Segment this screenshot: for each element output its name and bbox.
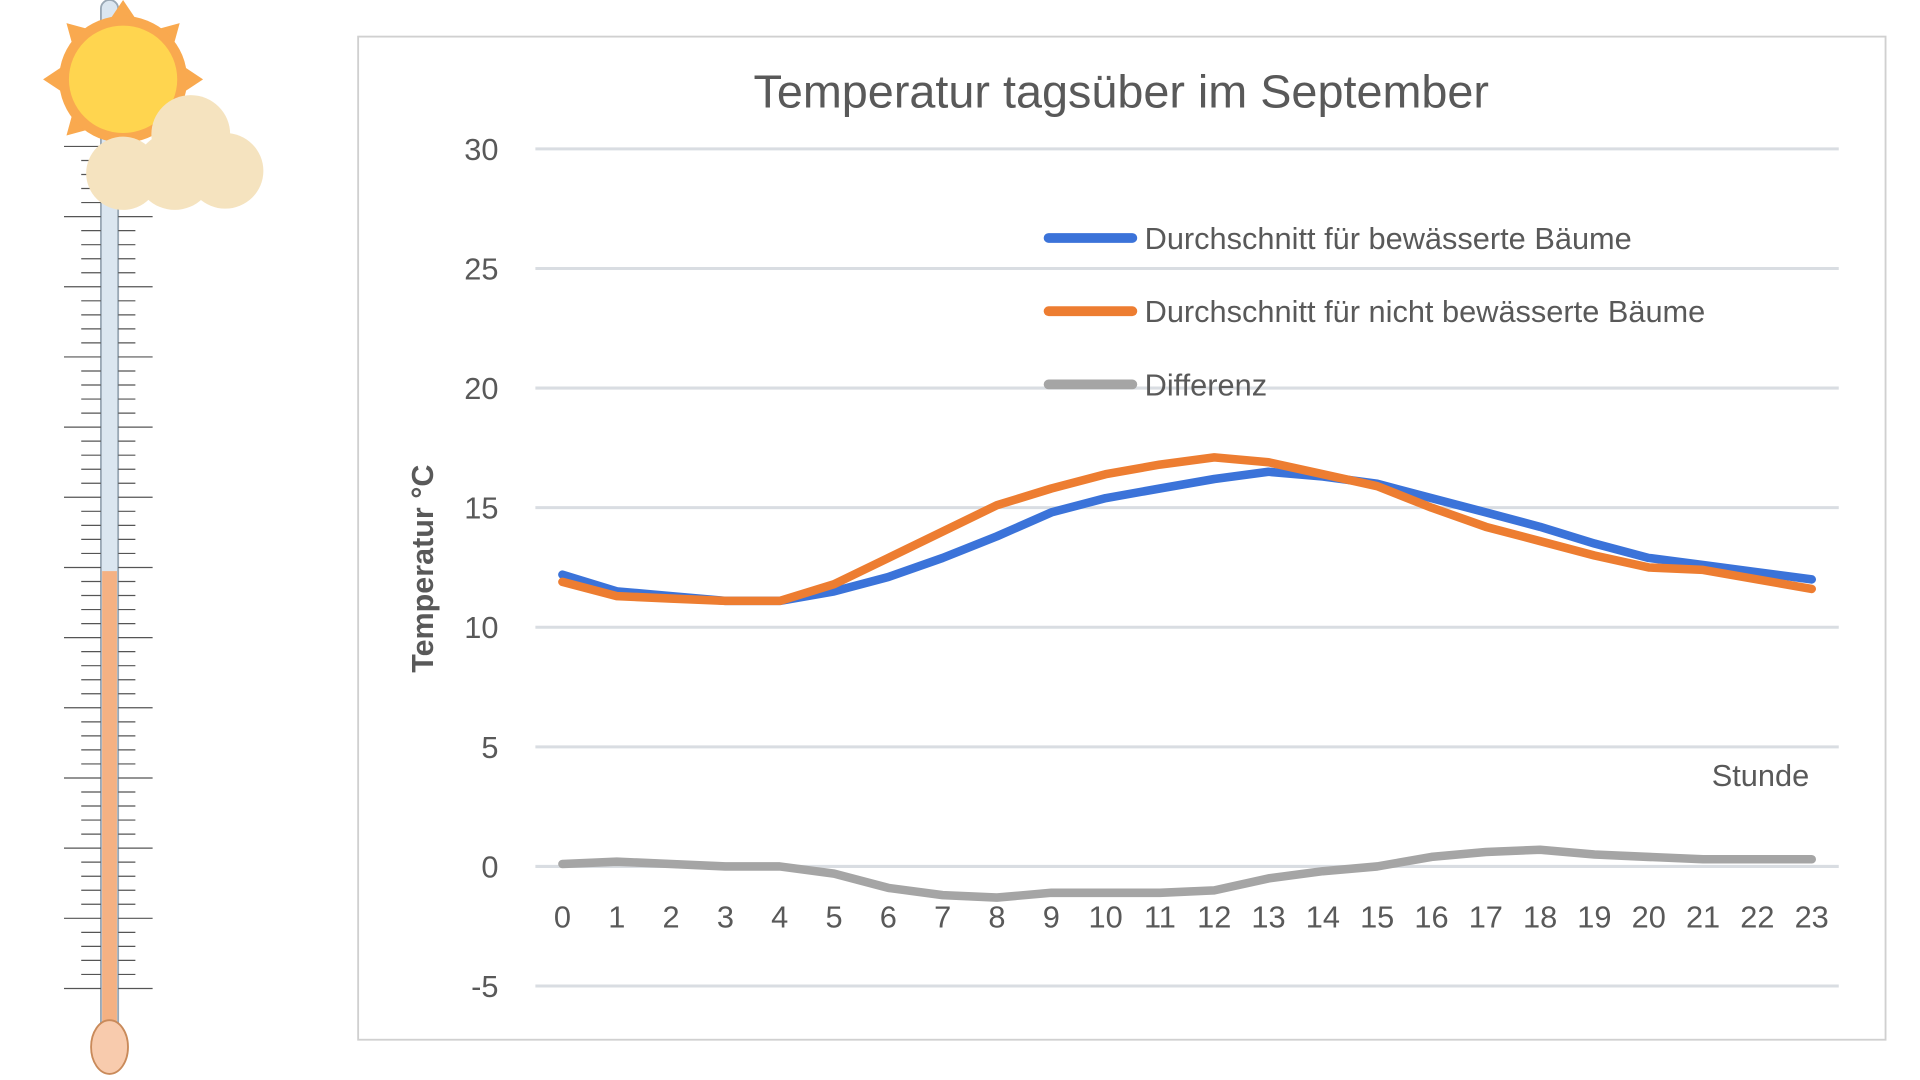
legend-label-irrigated: Durchschnitt für bewässerte Bäume (1145, 222, 1632, 256)
x-tick-label: 14 (1306, 901, 1340, 935)
x-tick-label: 9 (1043, 901, 1060, 935)
y-tick-label: 25 (464, 253, 498, 287)
x-tick-label: 8 (988, 901, 1005, 935)
chart-area (357, 35, 1887, 1041)
x-tick-label: 20 (1632, 901, 1666, 935)
x-axis-ticks: 0 1 2 3 4 5 6 7 8 9 10 11 12 13 14 15 16 17 18 19 20 21 22 23 (554, 901, 1829, 935)
y-tick-label: 15 (464, 492, 498, 526)
series-line-2 (558, 845, 1817, 902)
x-tick-label: 18 (1523, 901, 1557, 935)
x-tick-label: 13 (1251, 901, 1285, 935)
x-tick-label: 23 (1795, 901, 1829, 935)
sun-behind-cloud-icon (43, 0, 264, 210)
y-tick-label: 5 (481, 731, 498, 765)
y-axis-label: Temperatur °C (406, 465, 440, 673)
y-tick-label: 30 (464, 133, 498, 167)
x-tick-label: 21 (1686, 901, 1720, 935)
x-tick-label: 12 (1197, 901, 1231, 935)
chart-title: Temperatur tagsüber im September (753, 66, 1489, 118)
x-tick-label: 4 (771, 901, 788, 935)
x-tick-label: 15 (1360, 901, 1394, 935)
y-tick-label: -5 (471, 970, 498, 1004)
x-tick-label: 0 (554, 901, 571, 935)
y-tick-label: 0 (481, 851, 498, 885)
x-tick-label: 17 (1469, 901, 1503, 935)
series-lines (558, 453, 1817, 902)
x-tick-label: 16 (1414, 901, 1448, 935)
legend-label-not-irrigated: Durchschnitt für nicht bewässerte Bäume (1145, 295, 1706, 329)
x-axis-label: Stunde (1712, 759, 1809, 793)
x-tick-label: 6 (880, 901, 897, 935)
x-tick-label: 2 (663, 901, 680, 935)
x-tick-label: 19 (1577, 901, 1611, 935)
legend: Durchschnitt für bewässerte Bäume Durchs… (1043, 222, 1706, 403)
x-tick-label: 11 (1144, 901, 1176, 935)
series-line-1 (558, 453, 1817, 606)
x-tick-label: 1 (608, 901, 625, 935)
thermometer-icon (64, 0, 153, 1075)
x-tick-label: 5 (825, 901, 842, 935)
x-tick-label: 7 (934, 901, 951, 935)
y-tick-label: 20 (464, 372, 498, 406)
legend-label-difference: Differenz (1145, 369, 1268, 403)
x-tick-label: 10 (1088, 901, 1122, 935)
y-tick-label: 10 (464, 611, 498, 645)
y-axis-ticks: -5 0 5 10 15 20 25 30 (464, 133, 498, 1004)
x-tick-label: 3 (717, 901, 734, 935)
x-tick-label: 22 (1740, 901, 1774, 935)
